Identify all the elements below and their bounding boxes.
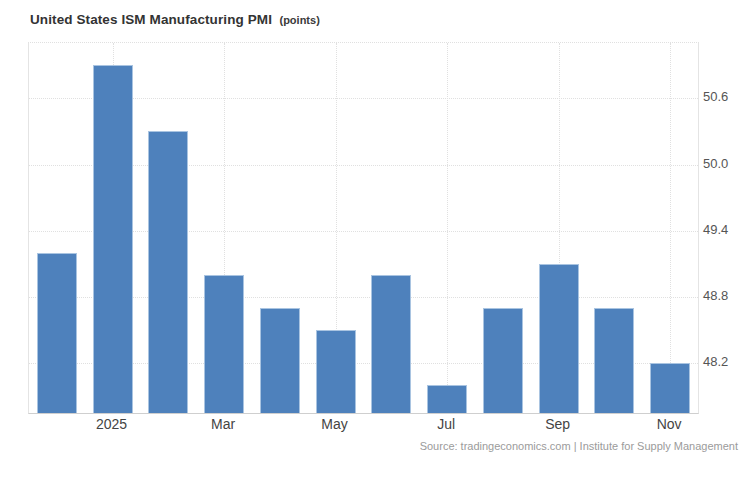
x-tick-label: May	[303, 416, 367, 432]
chart-title-unit: (points)	[279, 14, 319, 26]
bar-feb-2025[interactable]	[148, 131, 188, 413]
chart-title-text: United States ISM Manufacturing PMI	[30, 12, 272, 27]
v-gridline	[447, 43, 448, 413]
y-tick-label: 48.2	[703, 354, 728, 370]
x-tick-label: Sep	[526, 416, 590, 432]
x-tick-label: Mar	[191, 416, 255, 432]
bar-sep-2025[interactable]	[539, 264, 579, 413]
y-tick-label: 48.8	[703, 288, 728, 304]
x-tick-label: 2025	[80, 416, 144, 432]
y-tick-label: 49.4	[703, 222, 728, 238]
y-tick-label: 50.6	[703, 89, 728, 105]
plot-area	[28, 42, 699, 414]
bar-oct-2025[interactable]	[594, 308, 634, 413]
bar-jun-2025[interactable]	[371, 275, 411, 413]
bar-dec-2024[interactable]	[37, 253, 77, 413]
x-tick-label: Nov	[637, 416, 701, 432]
bar-apr-2025[interactable]	[260, 308, 300, 413]
x-tick-label: Jul	[414, 416, 478, 432]
y-tick-label: 50.0	[703, 156, 728, 172]
source-attribution: Source: tradingeconomics.com | Institute…	[420, 440, 738, 452]
chart-card: United States ISM Manufacturing PMI (poi…	[0, 0, 748, 498]
v-gridline	[670, 43, 671, 413]
bar-jul-2025[interactable]	[427, 385, 467, 413]
bar-may-2025[interactable]	[316, 330, 356, 413]
bar-aug-2025[interactable]	[483, 308, 523, 413]
bar-jan-2025[interactable]	[93, 65, 133, 413]
chart-title: United States ISM Manufacturing PMI (poi…	[30, 10, 320, 28]
bar-nov-2025[interactable]	[650, 363, 690, 413]
bar-mar-2025[interactable]	[204, 275, 244, 413]
